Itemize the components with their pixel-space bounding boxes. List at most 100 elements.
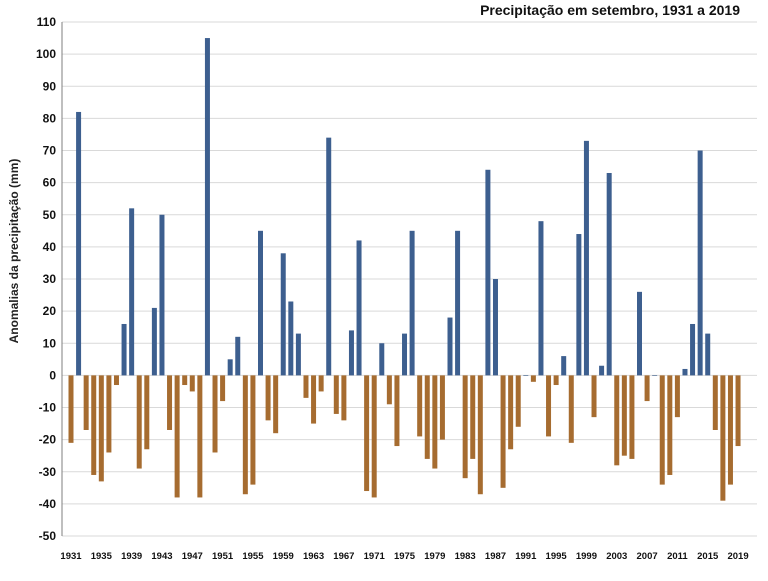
- y-tick-label: 20: [43, 304, 57, 318]
- bar-1936: [106, 375, 112, 453]
- bar-2014: [697, 150, 703, 376]
- x-tick-label: 1947: [182, 551, 203, 562]
- bar-1954: [242, 375, 248, 495]
- bar-2015: [705, 333, 711, 376]
- bar-2009: [659, 375, 665, 485]
- x-tick-label: 2019: [727, 551, 748, 562]
- bar-1997: [568, 375, 574, 443]
- bar-1942: [151, 307, 157, 376]
- bar-2008: [652, 375, 658, 376]
- bar-2017: [720, 375, 726, 501]
- bar-2007: [644, 375, 650, 402]
- bar-1952: [227, 359, 233, 376]
- bar-1986: [485, 169, 491, 376]
- bar-1955: [250, 375, 256, 485]
- bar-1974: [394, 375, 400, 447]
- y-tick-label: -30: [39, 465, 57, 479]
- bar-1945: [174, 375, 180, 498]
- bar-1956: [258, 230, 263, 376]
- y-tick-label: 90: [43, 79, 57, 93]
- bar-1968: [348, 330, 354, 376]
- bar-1950: [212, 375, 218, 453]
- bar-2018: [727, 375, 733, 485]
- x-tick-label: 1963: [303, 551, 324, 562]
- y-tick-label: 30: [43, 272, 57, 286]
- bar-1982: [455, 230, 461, 376]
- bar-1979: [432, 375, 438, 469]
- bar-1948: [197, 375, 203, 498]
- bar-1953: [235, 336, 241, 376]
- x-tick-label: 1979: [424, 551, 445, 562]
- bar-1964: [318, 375, 324, 392]
- x-tick-label: 1967: [333, 551, 354, 562]
- bar-1937: [113, 375, 119, 386]
- bar-1949: [204, 38, 210, 376]
- bar-1999: [583, 140, 589, 376]
- bar-1965: [326, 137, 332, 376]
- bar-1976: [409, 230, 415, 376]
- bar-2012: [682, 368, 688, 376]
- x-tick-label: 1975: [394, 551, 416, 562]
- y-tick-label: -20: [39, 433, 57, 447]
- bar-1944: [167, 375, 173, 430]
- bar-1931: [68, 375, 74, 443]
- y-tick-label: 100: [36, 47, 56, 61]
- bar-1983: [462, 375, 468, 479]
- bar-1947: [189, 375, 195, 392]
- bar-1971: [371, 375, 377, 498]
- x-tick-label: 2003: [606, 551, 627, 562]
- bar-1938: [121, 323, 127, 376]
- x-tick-label: 1987: [485, 551, 506, 562]
- bar-1932: [76, 111, 82, 376]
- bar-1933: [83, 375, 89, 430]
- bar-1991: [523, 375, 529, 376]
- bar-1970: [364, 375, 370, 492]
- bar-1992: [530, 375, 536, 382]
- y-tick-label: 80: [43, 111, 57, 125]
- grid-layer: [61, 21, 757, 537]
- bar-1972: [379, 343, 385, 376]
- x-tick-label: 2011: [667, 551, 688, 562]
- y-tick-label: -10: [39, 401, 57, 415]
- bar-1980: [439, 375, 445, 440]
- bar-1946: [182, 375, 188, 386]
- bar-1943: [159, 214, 165, 376]
- y-tick-label: 70: [43, 144, 57, 158]
- bar-1940: [136, 375, 142, 469]
- bar-1939: [129, 208, 135, 376]
- bar-1987: [492, 279, 498, 376]
- x-tick-label: 1971: [364, 551, 386, 562]
- bar-1961: [295, 333, 301, 376]
- bar-1973: [386, 375, 392, 405]
- bar-1994: [546, 375, 552, 437]
- chart-title: Precipitação em setembro, 1931 a 2019: [480, 2, 740, 18]
- bar-1975: [402, 333, 408, 376]
- y-tick-label: -40: [39, 497, 57, 511]
- x-tick-label: 1955: [242, 551, 264, 562]
- bar-1984: [470, 375, 476, 459]
- x-tick-label: 1931: [60, 551, 82, 562]
- bar-2010: [667, 375, 673, 475]
- bar-2011: [674, 375, 680, 418]
- bar-2000: [591, 375, 597, 418]
- x-tick-label: 1983: [455, 551, 476, 562]
- x-tick-labels: 1931 1935 1939 1943 1947 1951 1955 1959 1963 1967…: [60, 551, 748, 562]
- bar-2001: [599, 365, 605, 376]
- bar-1981: [447, 317, 453, 376]
- bar-1957: [265, 375, 271, 421]
- bar-1988: [500, 375, 506, 488]
- x-tick-label: 1951: [212, 551, 234, 562]
- x-tick-label: 1943: [151, 551, 172, 562]
- bar-1951: [220, 375, 226, 402]
- bar-1962: [303, 375, 309, 398]
- bar-1993: [538, 221, 544, 376]
- bar-1989: [508, 375, 514, 450]
- bar-1969: [356, 240, 362, 376]
- bar-1985: [477, 375, 483, 495]
- bar-1990: [515, 375, 521, 427]
- bar-2004: [621, 375, 627, 456]
- x-tick-label: 1991: [515, 551, 537, 562]
- bar-2013: [690, 323, 696, 376]
- y-tick-label: 50: [43, 208, 57, 222]
